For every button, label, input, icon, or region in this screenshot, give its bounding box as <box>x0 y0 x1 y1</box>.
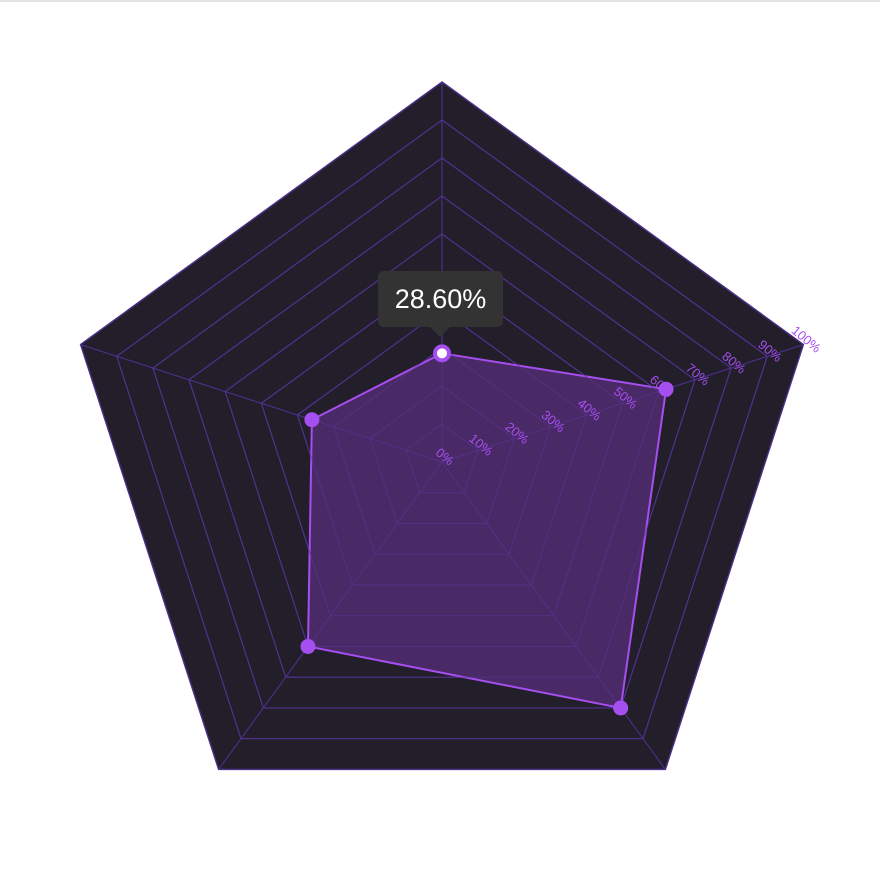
grid-ring-overlay <box>260 271 624 617</box>
radar-series <box>116 119 768 740</box>
grid-spoke-overlay <box>307 461 443 647</box>
grid-ring-overlay <box>188 195 696 678</box>
data-point[interactable] <box>304 412 320 428</box>
grid-spoke-overlay <box>441 461 622 709</box>
data-point-active[interactable] <box>433 344 451 363</box>
grid-ring-overlay <box>332 347 552 555</box>
grid-ring-overlay <box>369 385 515 524</box>
grid-ring-overlay <box>116 119 768 740</box>
tooltip-arrow <box>430 327 450 337</box>
grid-ring-overlay <box>405 423 479 494</box>
top-border <box>0 0 880 2</box>
data-point[interactable] <box>613 700 629 716</box>
data-point[interactable] <box>300 638 316 654</box>
grid-spoke-overlay <box>441 388 667 463</box>
grid-ring-overlay <box>224 233 660 647</box>
data-point[interactable] <box>658 381 674 397</box>
tooltip-text: 28.60% <box>394 283 487 314</box>
value-tooltip: 28.60% <box>378 271 503 327</box>
grid-ring-overlay <box>152 157 732 709</box>
grid-spoke-overlay <box>311 419 443 463</box>
grid-ring-overlay <box>296 309 588 586</box>
